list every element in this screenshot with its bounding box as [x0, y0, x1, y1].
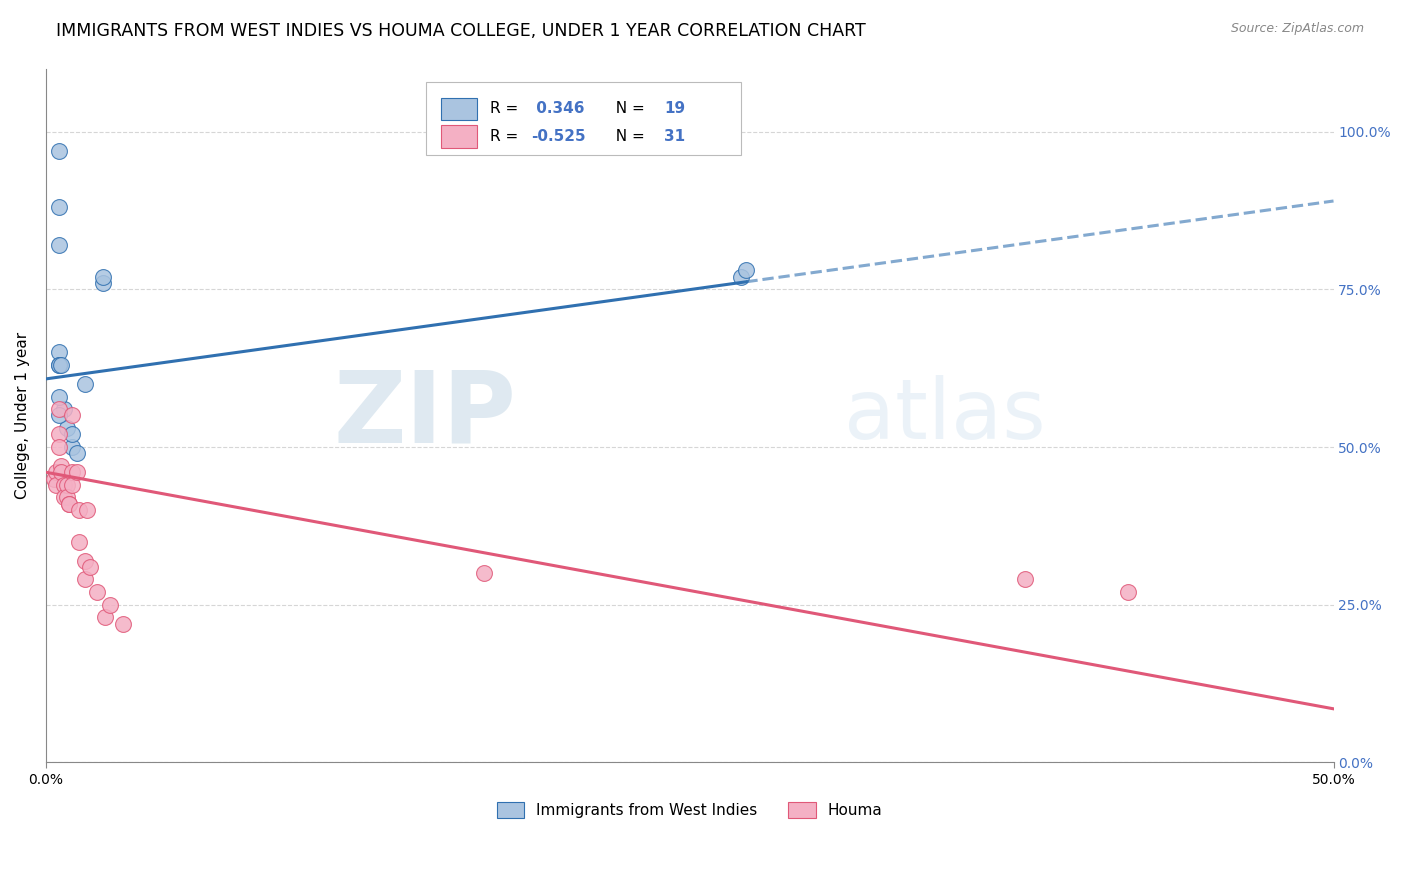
- Point: [86, 585, 108, 599]
- Point: [48, 440, 70, 454]
- Point: [42, 472, 65, 486]
- FancyBboxPatch shape: [441, 126, 477, 148]
- Text: 19: 19: [664, 102, 685, 116]
- Point: [1116, 585, 1139, 599]
- Point: [53, 478, 76, 492]
- Point: [48, 238, 70, 252]
- Point: [48, 345, 70, 359]
- Point: [91, 269, 114, 284]
- Point: [53, 491, 76, 505]
- Point: [48, 402, 70, 417]
- Text: IMMIGRANTS FROM WEST INDIES VS HOUMA COLLEGE, UNDER 1 YEAR CORRELATION CHART: IMMIGRANTS FROM WEST INDIES VS HOUMA COL…: [56, 22, 866, 40]
- Point: [48, 390, 70, 404]
- Point: [48, 358, 70, 372]
- Point: [66, 465, 89, 479]
- Text: N =: N =: [606, 102, 650, 116]
- Y-axis label: College, Under 1 year: College, Under 1 year: [15, 332, 30, 499]
- Point: [60, 409, 83, 423]
- Point: [55, 491, 77, 505]
- Point: [735, 263, 758, 277]
- Point: [472, 566, 495, 581]
- Point: [51, 358, 73, 372]
- Point: [48, 358, 70, 372]
- Text: ZIP: ZIP: [333, 367, 516, 464]
- Text: N =: N =: [606, 129, 650, 144]
- Text: 31: 31: [664, 129, 685, 144]
- Point: [1014, 573, 1036, 587]
- Point: [60, 440, 83, 454]
- Point: [69, 503, 91, 517]
- Text: R =: R =: [491, 102, 523, 116]
- Point: [79, 560, 101, 574]
- Point: [73, 376, 96, 391]
- Point: [60, 427, 83, 442]
- Point: [45, 465, 67, 479]
- Point: [66, 446, 89, 460]
- Point: [48, 200, 70, 214]
- Text: -0.525: -0.525: [531, 129, 586, 144]
- Text: atlas: atlas: [844, 375, 1046, 456]
- Point: [73, 553, 96, 567]
- Point: [73, 573, 96, 587]
- Point: [48, 427, 70, 442]
- Point: [76, 503, 98, 517]
- Point: [45, 478, 67, 492]
- Point: [51, 465, 73, 479]
- Point: [55, 478, 77, 492]
- Point: [94, 610, 117, 624]
- Text: R =: R =: [491, 129, 523, 144]
- Point: [53, 402, 76, 417]
- Point: [91, 276, 114, 290]
- Legend: Immigrants from West Indies, Houma: Immigrants from West Indies, Houma: [491, 796, 889, 824]
- Point: [48, 409, 70, 423]
- FancyBboxPatch shape: [441, 97, 477, 120]
- Point: [112, 616, 135, 631]
- Point: [60, 465, 83, 479]
- Point: [58, 497, 80, 511]
- FancyBboxPatch shape: [426, 82, 741, 155]
- Point: [58, 497, 80, 511]
- Point: [55, 421, 77, 435]
- Text: 0.346: 0.346: [531, 102, 585, 116]
- Point: [69, 534, 91, 549]
- Point: [60, 478, 83, 492]
- Point: [48, 144, 70, 158]
- Point: [51, 458, 73, 473]
- Text: Source: ZipAtlas.com: Source: ZipAtlas.com: [1230, 22, 1364, 36]
- Point: [98, 598, 121, 612]
- Point: [730, 269, 752, 284]
